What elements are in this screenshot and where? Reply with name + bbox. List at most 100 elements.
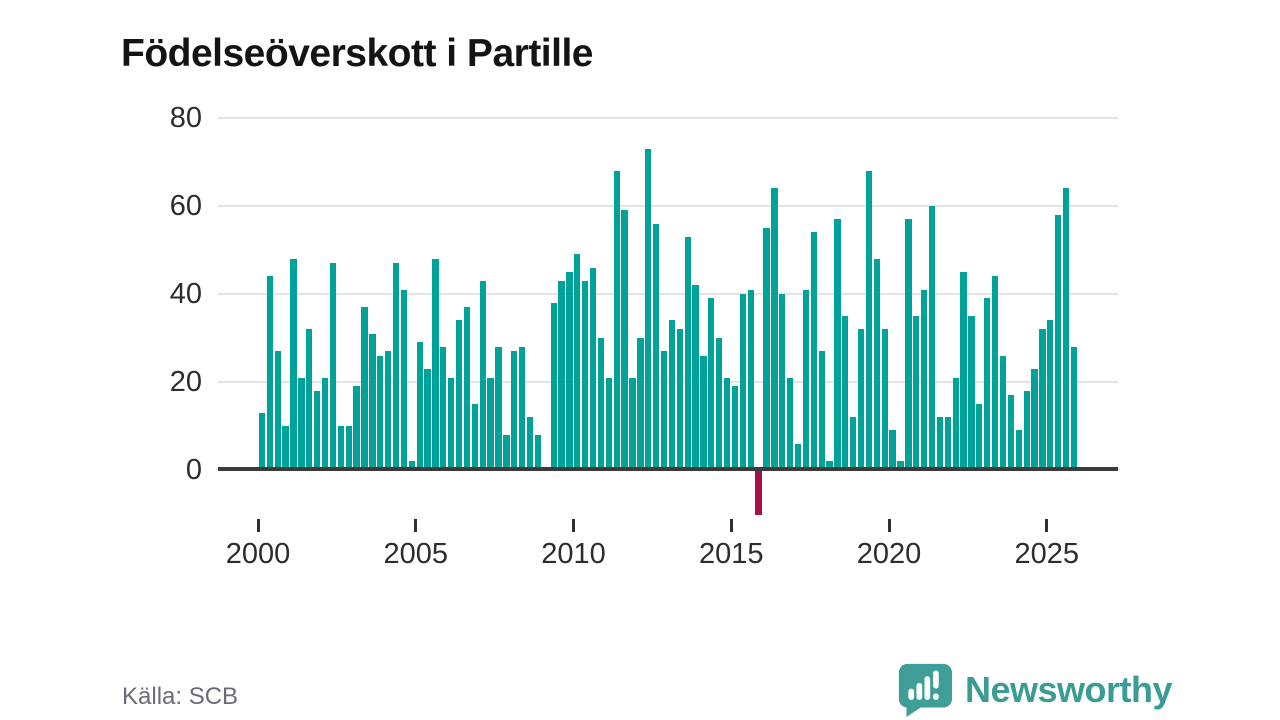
bar-2013q4: [692, 285, 699, 470]
y-tick-label: 80: [169, 102, 202, 134]
x-tick-label: 2005: [383, 538, 448, 570]
bar-2020q3: [905, 219, 912, 470]
bar-2006q1: [448, 377, 455, 470]
bar-2020q2: [897, 461, 904, 470]
bar-2014q1: [700, 355, 707, 470]
bar-2006q3: [463, 307, 471, 470]
bar-2019q3: [873, 258, 881, 470]
gridline: [218, 381, 1118, 383]
x-tick-label: 2020: [856, 538, 922, 570]
bar-2020q1: [889, 430, 896, 470]
bar-2015q2: [739, 294, 746, 470]
y-tick-label: 60: [169, 190, 202, 222]
mini-bar-2: [916, 682, 923, 700]
bar-2016q2: [771, 188, 778, 470]
gridline: [218, 205, 1118, 207]
bar-2017q3: [810, 232, 817, 470]
bar-2002q1: [321, 377, 329, 470]
mini-bar-3: [924, 676, 931, 700]
bar-2010q4: [597, 338, 605, 470]
bar-2009q3: [558, 280, 565, 470]
bar-2001q2: [298, 377, 305, 470]
bar-2018q4: [850, 417, 857, 470]
chart-title: Födelseöverskott i Partille: [121, 32, 594, 76]
bar-2004q3: [400, 289, 408, 470]
bar-2025q4: [1070, 346, 1078, 470]
x-tick-mark: [729, 519, 733, 532]
bar-2001q4: [314, 390, 321, 470]
source-note: Källa: SCB: [122, 683, 239, 710]
bar-2022q3: [968, 316, 975, 470]
bar-2022q4: [976, 404, 983, 470]
bar-2009q2: [550, 302, 557, 470]
bar-2000q4: [282, 426, 289, 470]
bar-2008q1: [511, 351, 518, 470]
x-tick-mark: [572, 519, 575, 532]
x-tick-label: 2015: [698, 538, 764, 570]
bar-2003q4: [377, 355, 384, 470]
bar-2003q2: [361, 307, 368, 470]
x-tick-mark: [256, 519, 260, 532]
bar-2000q1: [258, 412, 266, 470]
bar-2007q1: [479, 280, 486, 470]
bar-2021q2: [928, 206, 936, 470]
newsworthy-icon: [898, 663, 953, 718]
bar-2013q1: [668, 320, 676, 470]
bar-2004q2: [392, 263, 400, 470]
bar-2017q1: [794, 443, 802, 470]
exclamation-dot: [933, 693, 939, 700]
bar-2015q3: [747, 289, 754, 470]
exclamation-stroke: [933, 670, 939, 689]
bar-2011q4: [629, 377, 636, 470]
bar-2015q1: [731, 386, 739, 470]
bar-2006q2: [455, 320, 463, 470]
bar-2012q3: [653, 223, 660, 470]
bar-2003q1: [353, 386, 360, 470]
newsworthy-wordmark: Newsworthy: [965, 669, 1173, 710]
bar-2005q2: [424, 368, 431, 470]
bar-2001q1: [290, 258, 297, 470]
bar-2021q1: [921, 289, 928, 470]
bar-2018q2: [834, 219, 841, 470]
bar-2025q3: [1062, 188, 1070, 470]
bar-2005q3: [432, 258, 439, 470]
bar-2002q2: [329, 263, 337, 470]
bar-2012q4: [660, 351, 668, 470]
bar-2022q1: [952, 377, 959, 470]
bar-2011q1: [605, 377, 612, 470]
bar-2019q2: [865, 170, 873, 470]
bar-2000q2: [266, 276, 274, 470]
bar-2019q4: [881, 329, 888, 470]
bar-2013q2: [676, 329, 683, 470]
bar-2020q4: [913, 316, 920, 470]
bar-2015q4: [755, 471, 762, 515]
bar-2012q2: [645, 148, 652, 470]
bar-2010q1: [574, 254, 581, 470]
bar-2014q4: [723, 377, 731, 470]
y-tick-label: 0: [185, 454, 202, 486]
x-tick-mark: [1045, 519, 1049, 532]
gridline: [218, 117, 1118, 119]
bar-2008q3: [526, 417, 534, 470]
bar-2023q2: [991, 276, 999, 470]
y-tick-label: 20: [169, 366, 202, 398]
bar-2025q2: [1055, 214, 1062, 470]
bar-2003q3: [369, 333, 376, 470]
bar-2021q4: [944, 417, 951, 470]
bar-2008q2: [518, 346, 526, 470]
x-axis-line: [218, 467, 1118, 471]
bar-2002q3: [337, 426, 344, 470]
bar-2022q2: [960, 272, 967, 470]
bar-2010q2: [582, 280, 589, 470]
bar-2017q4: [818, 351, 825, 470]
bar-2025q1: [1047, 320, 1054, 470]
bar-2023q3: [999, 355, 1007, 470]
bar-2004q1: [384, 351, 392, 470]
x-tick-mark: [887, 519, 891, 532]
bar-2016q3: [779, 294, 786, 470]
bar-2012q1: [637, 338, 644, 470]
y-tick-label: 40: [169, 278, 202, 310]
bar-2014q3: [716, 338, 723, 470]
newsworthy-logo: Newsworthy: [896, 662, 1173, 718]
